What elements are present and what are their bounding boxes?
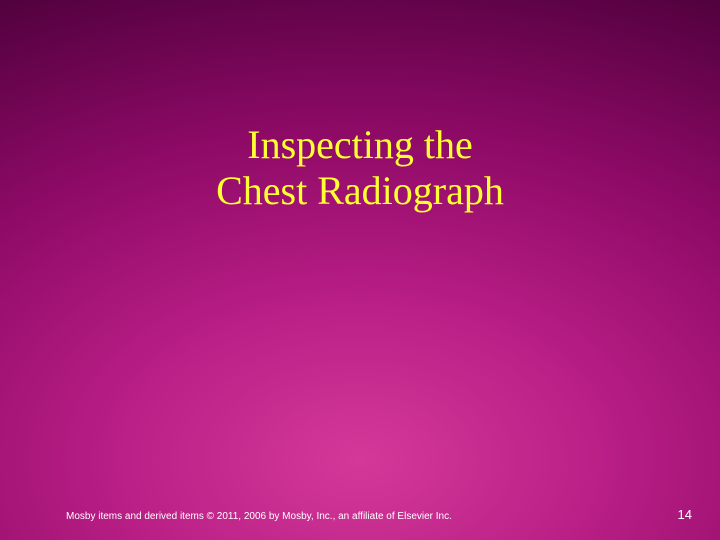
footer-copyright: Mosby items and derived items © 2011, 20… bbox=[66, 511, 452, 522]
slide-title: Inspecting the Chest Radiograph bbox=[0, 122, 720, 214]
title-line-1: Inspecting the bbox=[247, 122, 473, 167]
slide-container: Inspecting the Chest Radiograph Mosby it… bbox=[0, 0, 720, 540]
page-number: 14 bbox=[678, 507, 692, 522]
title-line-2: Chest Radiograph bbox=[216, 168, 504, 213]
